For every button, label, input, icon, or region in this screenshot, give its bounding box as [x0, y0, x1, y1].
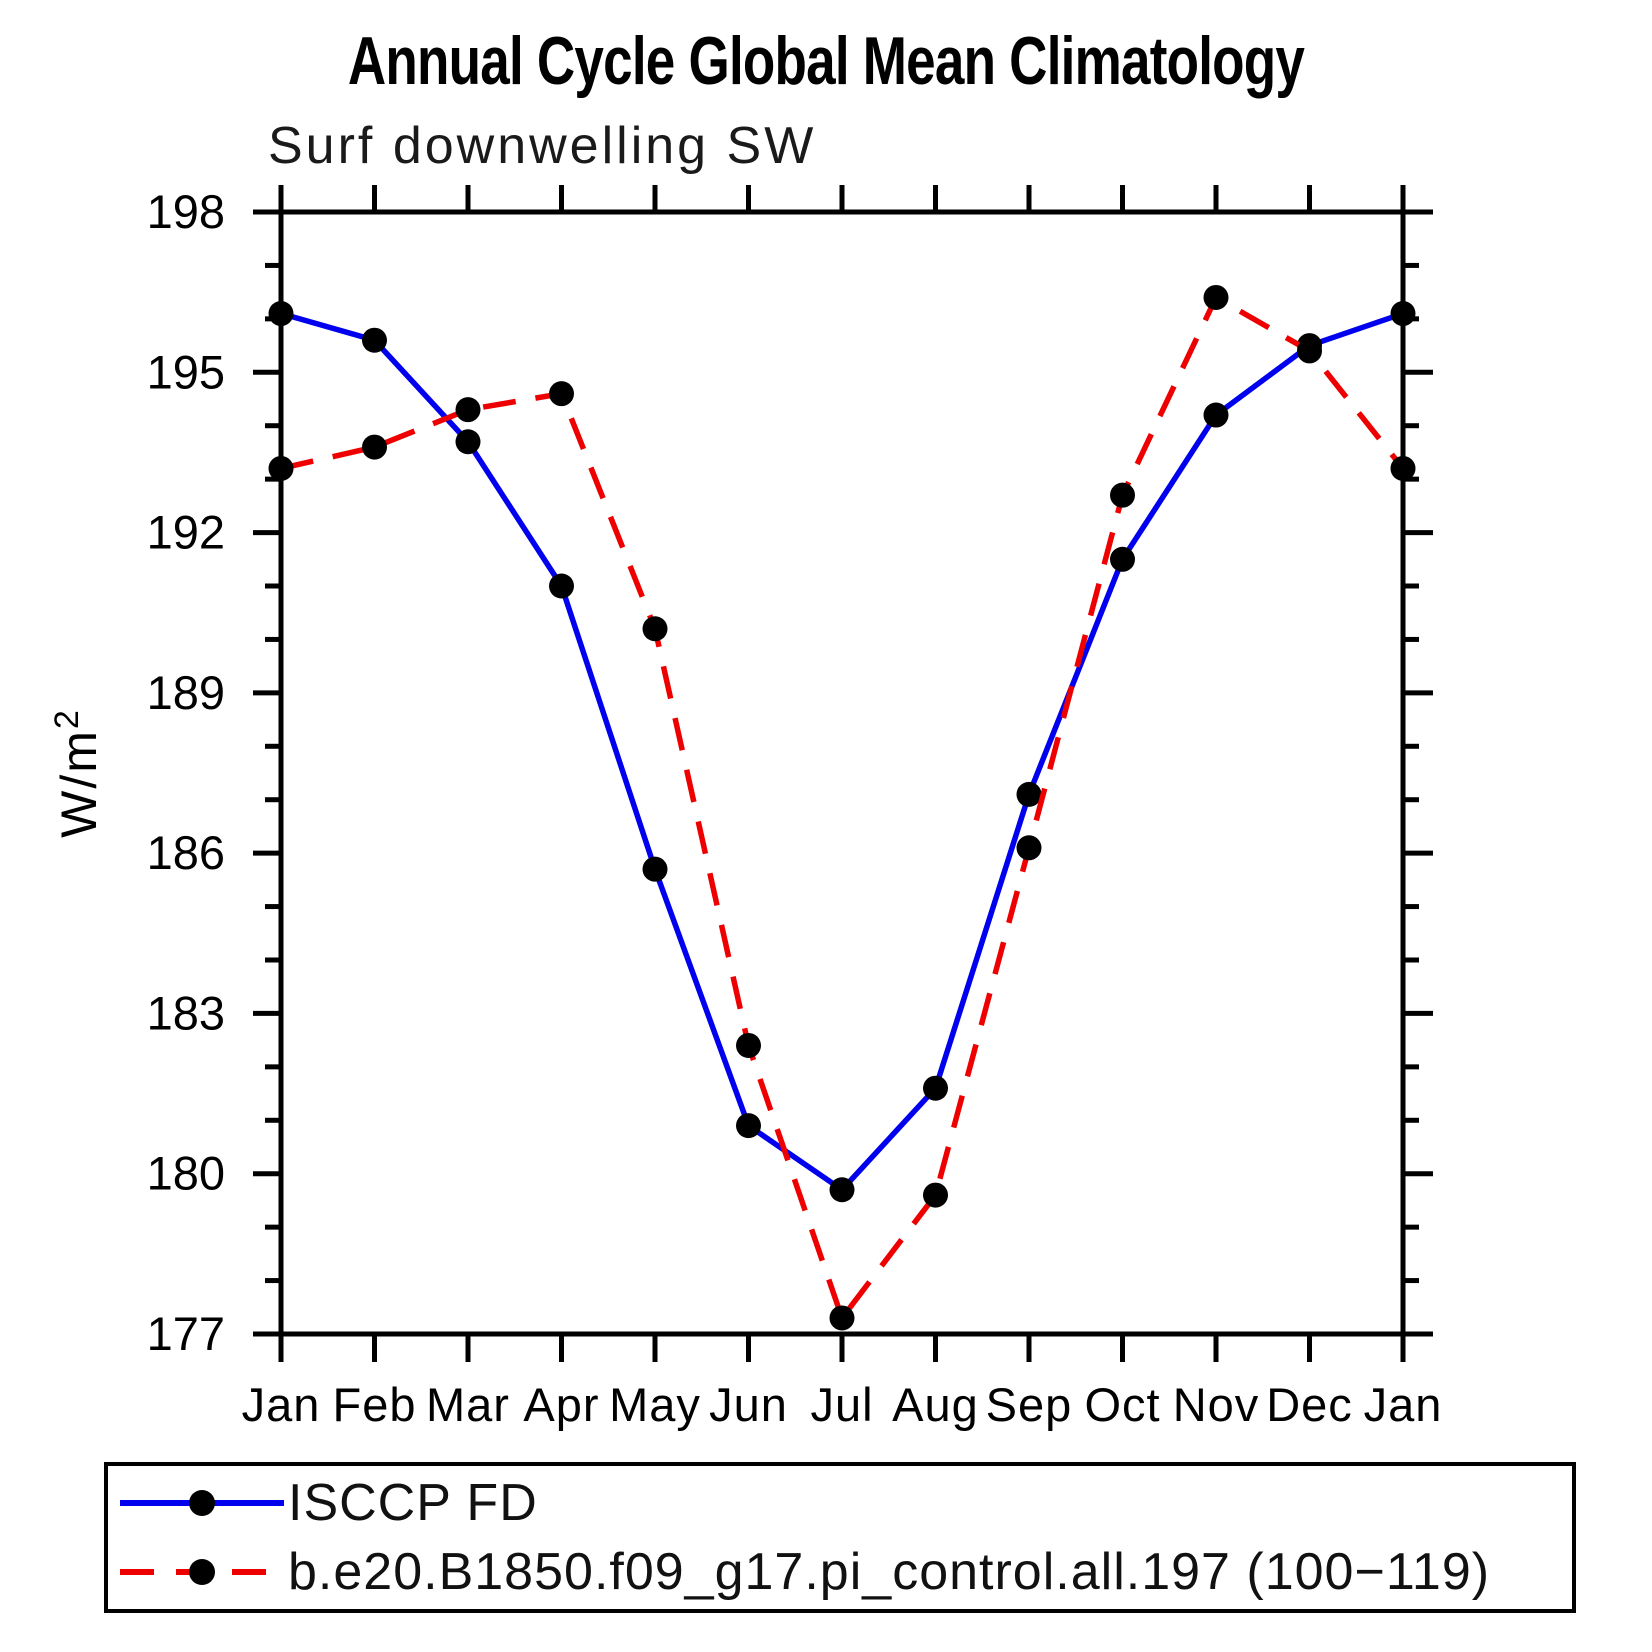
data-point [736, 1113, 761, 1139]
y-tick-label: 195 [147, 345, 225, 398]
series-line-0 [280, 310, 1404, 1194]
x-tick-label: Mar [426, 1378, 510, 1431]
chart-title: Annual Cycle Global Mean Climatology [347, 23, 1305, 99]
data-point [1110, 482, 1135, 508]
plot-frame [278, 209, 1406, 1337]
data-point [1390, 301, 1416, 327]
data-point [455, 397, 481, 423]
data-point [923, 1075, 948, 1101]
chart-subtitle: Surf downwelling SW [268, 117, 817, 175]
y-tick-label: 192 [147, 506, 225, 559]
data-point [829, 1177, 855, 1203]
x-tick-label: Jan [1364, 1378, 1443, 1431]
legend-row-model: b.e20.B1850.f09_g17.pi_control.all.197 (… [116, 1543, 1572, 1601]
data-point [1110, 546, 1135, 572]
data-point [1297, 338, 1322, 364]
data-point [268, 455, 294, 481]
x-tick-label: Feb [333, 1378, 417, 1431]
x-tick-label: Sep [986, 1378, 1073, 1431]
legend-box: ISCCP FD b.e20.B1850.f09_g17.pi_control.… [104, 1462, 1576, 1613]
data-point [642, 616, 668, 642]
series-markers-0 [268, 301, 1416, 1203]
x-tick-label: Jun [709, 1378, 788, 1431]
y-tick-label: 198 [147, 185, 225, 238]
data-point [923, 1182, 948, 1208]
data-point [1016, 835, 1042, 861]
x-tick-label: Oct [1084, 1378, 1160, 1431]
data-point [362, 434, 387, 460]
data-point [549, 573, 574, 599]
data-point [1016, 781, 1042, 807]
data-point [736, 1032, 761, 1058]
x-tick-label: Dec [1266, 1378, 1353, 1431]
data-point [549, 381, 574, 407]
x-tick-label: Jul [810, 1378, 873, 1431]
x-tick-label: Nov [1173, 1378, 1260, 1431]
data-point [1203, 284, 1229, 310]
y-tick-label: 183 [147, 986, 225, 1039]
axis-ticks [253, 185, 1433, 1362]
data-point [455, 429, 481, 455]
y-tick-label: 186 [147, 826, 225, 879]
data-point [1390, 455, 1416, 481]
series-markers-1 [268, 284, 1416, 1331]
y-tick-label: 177 [147, 1307, 225, 1360]
data-point [362, 327, 387, 353]
x-tick-label: Apr [523, 1378, 599, 1431]
legend-row-isccp: ISCCP FD [116, 1474, 1572, 1532]
x-tick-label: Jan [242, 1378, 321, 1431]
data-point [268, 301, 294, 327]
data-point [829, 1305, 855, 1331]
legend-marker-dot [189, 1559, 215, 1586]
x-tick-label: May [609, 1378, 701, 1431]
x-tick-label: Aug [892, 1378, 979, 1431]
y-tick-label: 180 [147, 1147, 225, 1200]
data-point [642, 856, 668, 882]
legend-label-model: b.e20.B1850.f09_g17.pi_control.all.197 (… [288, 1543, 1491, 1602]
legend-swatch-solid-line [120, 1489, 284, 1516]
data-point [1203, 402, 1229, 428]
legend-marker-dot [189, 1489, 215, 1516]
legend-swatch-dashed-line [120, 1559, 284, 1586]
y-tick-label: 189 [147, 666, 225, 719]
series-line-1 [280, 293, 1406, 1324]
y-axis-title: W/m2 [48, 708, 107, 838]
legend-label-isccp: ISCCP FD [288, 1473, 538, 1532]
